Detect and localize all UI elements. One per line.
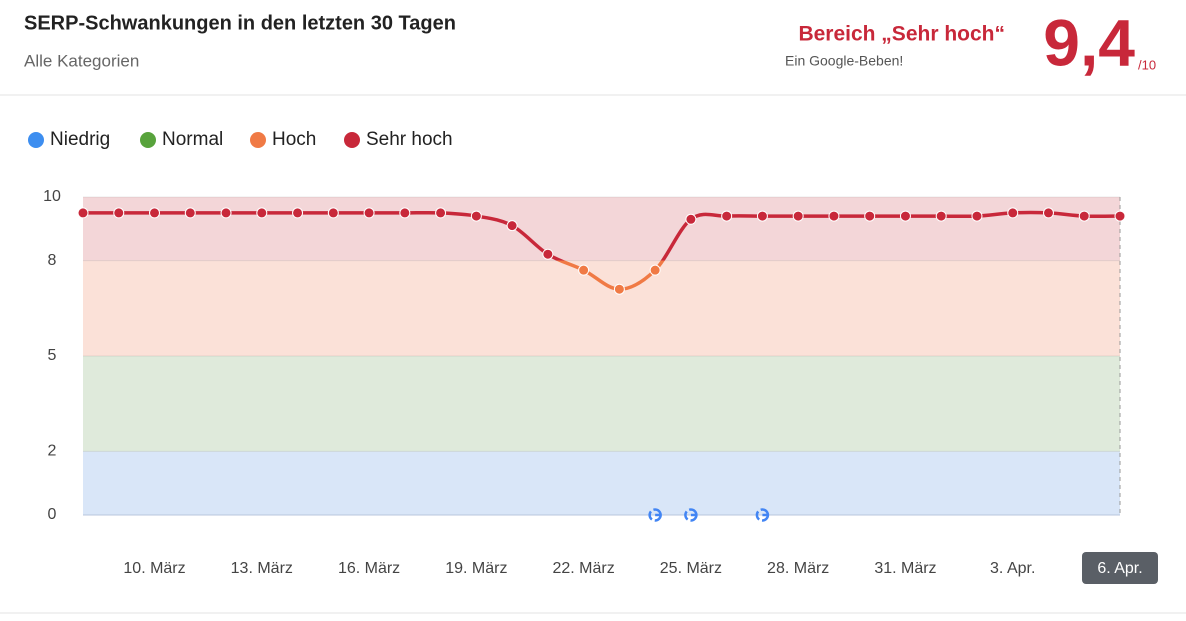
point	[864, 210, 876, 222]
point	[721, 210, 733, 222]
legend-label: Sehr hoch	[366, 129, 453, 150]
legend-label: Normal	[162, 129, 223, 150]
point	[113, 207, 125, 219]
google-update-icon	[684, 508, 698, 522]
x-label-highlight	[1082, 552, 1158, 584]
y-tick-label: 2	[48, 443, 57, 460]
legend-swatch	[140, 132, 156, 148]
x-tick-label: 16. März	[338, 560, 400, 577]
x-tick-label: 3. Apr.	[990, 560, 1035, 577]
google-update-icon	[755, 508, 770, 522]
band	[83, 356, 1120, 452]
point	[1042, 207, 1054, 219]
point	[792, 210, 804, 222]
point	[899, 210, 911, 222]
x-tick-label: 25. März	[660, 560, 722, 577]
point	[578, 264, 590, 276]
point	[220, 207, 232, 219]
x-tick-label: 22. März	[552, 560, 614, 577]
point	[292, 207, 304, 219]
badge-title: Bereich „Sehr hoch“	[798, 23, 1005, 46]
legend-label: Niedrig	[50, 129, 110, 150]
score-suffix: /10	[1138, 57, 1156, 72]
point	[184, 207, 196, 219]
x-tick-label: 31. März	[874, 560, 936, 577]
point	[1007, 207, 1019, 219]
band	[83, 197, 1120, 261]
point	[756, 210, 768, 222]
point	[542, 248, 554, 260]
point	[971, 210, 983, 222]
point	[828, 210, 840, 222]
point	[435, 207, 447, 219]
point	[77, 207, 89, 219]
point	[935, 210, 947, 222]
point	[685, 213, 697, 225]
point	[327, 207, 339, 219]
y-tick-label: 8	[48, 252, 57, 269]
point	[1078, 210, 1090, 222]
x-tick-label: 10. März	[123, 560, 185, 577]
score: 9,4	[1043, 5, 1135, 79]
point	[363, 207, 375, 219]
badge-subtitle: Ein Google-Beben!	[785, 53, 903, 69]
chart-subtitle: Alle Kategorien	[24, 51, 139, 70]
legend-swatch	[344, 132, 360, 148]
x-tick-label: 19. März	[445, 560, 507, 577]
band	[83, 451, 1120, 515]
point	[399, 207, 411, 219]
y-tick-label: 10	[43, 188, 61, 205]
point	[470, 210, 482, 222]
band	[83, 260, 1120, 356]
legend-label: Hoch	[272, 129, 316, 150]
chart-title: SERP-Schwankungen in den letzten 30 Tage…	[24, 12, 456, 34]
point	[506, 220, 518, 232]
point	[1114, 210, 1126, 222]
point	[649, 264, 661, 276]
point	[149, 207, 161, 219]
y-tick-label: 5	[48, 347, 57, 364]
x-tick-label: 13. März	[231, 560, 293, 577]
x-tick-label: 6. Apr.	[1097, 560, 1142, 577]
point	[256, 207, 268, 219]
x-tick-label: 28. März	[767, 560, 829, 577]
google-update-icon	[648, 508, 662, 522]
point	[613, 283, 625, 295]
legend-swatch	[250, 132, 266, 148]
y-tick-label: 0	[48, 506, 57, 523]
legend-swatch	[28, 132, 44, 148]
